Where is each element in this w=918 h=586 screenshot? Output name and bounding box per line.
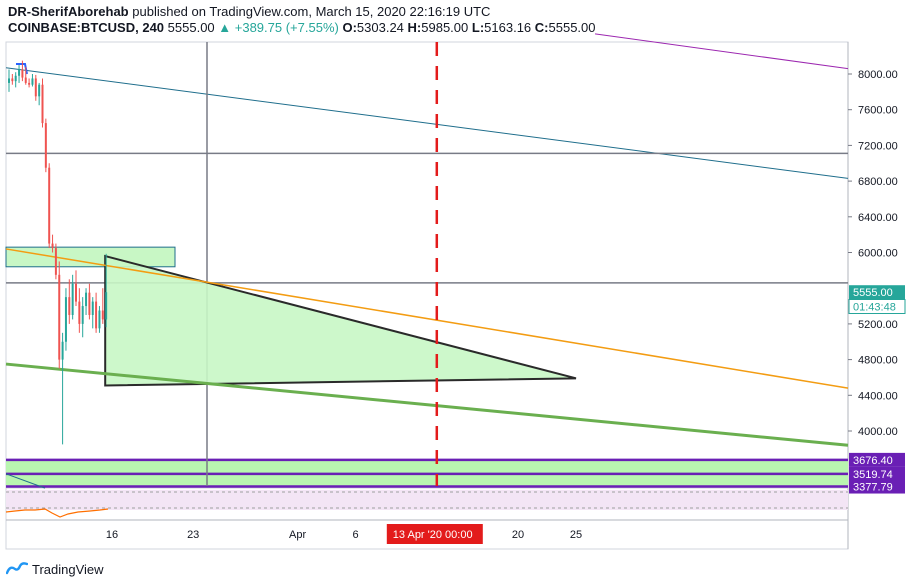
candle-body [98, 310, 101, 329]
price-change: ▲ +389.75 (+7.55%) [218, 20, 339, 35]
high-value: 5985.00 [421, 20, 469, 35]
low-label: L: [471, 20, 485, 35]
chart-header: DR-SherifAborehab published on TradingVi… [8, 4, 908, 36]
y-tick-label: 8000.00 [858, 69, 898, 81]
time-axis[interactable]: 16 23 Apr 6 13 Apr '20 00:00 20 25 [106, 524, 582, 544]
price-axis[interactable]: 8000.00 7600.00 7200.00 6800.00 6400.00 6000.… [848, 69, 898, 438]
low-value: 5163.16 [484, 20, 532, 35]
candlestick-series [8, 60, 108, 445]
support-zone [6, 458, 848, 488]
symbol-label[interactable]: COINBASE:BTCUSD, 240 [8, 20, 165, 35]
price-label-bg [849, 452, 905, 467]
close-label: C: [534, 20, 549, 35]
candle-body [48, 167, 51, 244]
candle-body [64, 297, 67, 342]
candle-body [38, 84, 41, 97]
candle-body [75, 283, 77, 302]
resistance-box [5, 246, 176, 268]
candle-body [11, 78, 14, 82]
x-tick-label: Apr [289, 529, 306, 541]
candle-body [21, 69, 24, 78]
x-tick-label: 25 [570, 529, 582, 541]
rsi-line [5, 508, 109, 518]
candle-body [18, 69, 21, 76]
rsi-band [6, 490, 848, 510]
blue-trendline [5, 67, 849, 179]
x-tick-label: 20 [512, 529, 524, 541]
candle-body [28, 82, 31, 85]
candle-body [31, 78, 34, 85]
y-tick-label: 7200.00 [858, 140, 898, 152]
price-label-text: 3519.74 [853, 469, 893, 481]
candle-body [54, 248, 57, 275]
y-tick-label: 6000.00 [858, 248, 898, 260]
candle-body [61, 341, 64, 360]
candle-body [95, 301, 98, 329]
x-tick-label: 16 [106, 529, 118, 541]
candle-body [78, 301, 81, 324]
price-label-text: 3377.79 [853, 482, 893, 494]
publish-line: DR-SherifAborehab published on TradingVi… [8, 4, 908, 20]
y-tick-label: 6800.00 [858, 176, 898, 188]
close-value: 5555.00 [548, 20, 596, 35]
purple-trendline [594, 33, 849, 70]
candle-body [88, 292, 91, 315]
candle-body [8, 78, 10, 83]
price-label-bg [849, 466, 905, 481]
candle-body [58, 274, 61, 360]
y-tick-label: 4800.00 [858, 355, 898, 367]
candle-body [101, 310, 104, 320]
x-tick-label: 6 [353, 529, 359, 541]
candle-body [14, 75, 17, 82]
candle-body [85, 292, 88, 307]
candle-body [24, 77, 27, 83]
price-label-bg [848, 298, 906, 314]
candle-body [44, 123, 47, 168]
y-tick-label: 4400.00 [858, 390, 898, 402]
y-tick-label: 6400.00 [858, 212, 898, 224]
price-label-text: 5555.00 [853, 287, 893, 299]
tradingview-logo-icon[interactable] [6, 561, 28, 577]
candle-body [105, 292, 108, 320]
candle-body [34, 78, 37, 97]
footer-brand[interactable]: TradingView [32, 561, 104, 577]
date-marker-bg [386, 524, 483, 544]
date-marker-label: 13 Apr '20 00:00 [393, 529, 473, 541]
author-name[interactable]: DR-SherifAborehab [8, 4, 129, 19]
drawing-tools [5, 33, 849, 489]
arrow-annotation [16, 63, 28, 75]
green-trendline [5, 362, 849, 447]
blue-short-line [5, 473, 46, 489]
price-label-text: 01:43:48 [853, 301, 896, 313]
triangle-pattern [104, 254, 577, 387]
y-tick-label: 5200.00 [858, 319, 898, 331]
candle-body [41, 84, 44, 124]
price-label-bg [849, 479, 905, 494]
open-label: O: [342, 20, 357, 35]
high-label: H: [407, 20, 422, 35]
price-label-bg [849, 285, 905, 300]
candle-body [91, 301, 94, 315]
candle-body [68, 297, 71, 315]
candle-body [81, 306, 84, 324]
x-tick-label: 23 [187, 529, 199, 541]
ohlc-line: COINBASE:BTCUSD, 240 5555.00 ▲ +389.75 (… [8, 20, 908, 36]
publish-info: published on TradingView.com, March 15, … [132, 4, 491, 19]
price-label-text: 3676.40 [853, 455, 893, 467]
candle-body [71, 283, 74, 315]
orange-trendline [5, 248, 849, 389]
y-tick-label: 7600.00 [858, 105, 898, 117]
y-tick-label: 4000.00 [858, 426, 898, 438]
last-price: 5555.00 [167, 20, 215, 35]
candle-body [51, 243, 54, 249]
footer: TradingView [6, 558, 104, 580]
rsi-indicator-pane [5, 490, 848, 518]
open-value: 5303.24 [356, 20, 404, 35]
